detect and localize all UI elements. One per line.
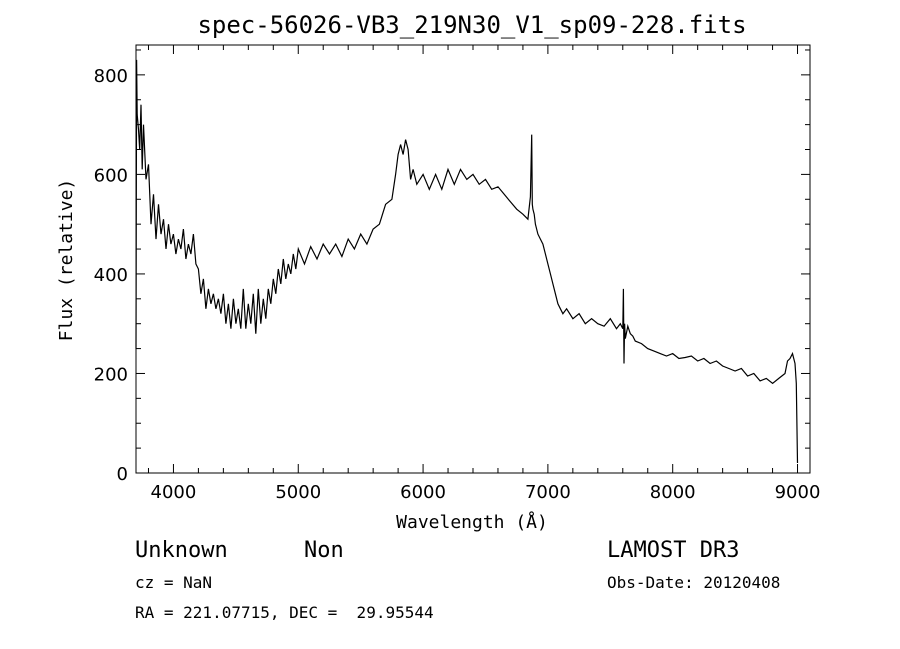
observation-date: Obs-Date: 20120408 [607,573,781,592]
redshift-cz: cz = NaN [135,573,213,592]
object-class: Unknown [135,538,228,563]
tick-labels: 4000 5000 6000 7000 8000 9000 0 200 400 600 800 [94,66,821,503]
spectrum-line [135,59,799,464]
x-tick-label: 7000 [525,482,571,503]
x-axis-label: Wavelength (Å) [396,511,548,533]
y-tick-label: 800 [94,66,128,87]
axis-ticks [136,45,810,474]
coordinates: RA = 221.07715, DEC = 29.95544 [135,603,434,622]
chart-title: spec-56026-VB3_219N30_V1_sp09-228.fits [197,11,746,39]
y-axis-label: Flux (relative) [56,179,77,342]
plot-frame [135,44,811,474]
y-tick-label: 400 [94,265,128,286]
x-tick-label: 6000 [400,482,446,503]
x-tick-label: 9000 [775,482,821,503]
object-subclass: Non [304,538,344,563]
x-tick-label: 4000 [151,482,197,503]
y-tick-label: 200 [94,364,128,385]
y-tick-label: 600 [94,165,128,186]
x-tick-label: 8000 [650,482,696,503]
x-tick-label: 5000 [275,482,321,503]
y-tick-label: 0 [117,464,128,485]
survey-name: LAMOST DR3 [607,538,740,563]
